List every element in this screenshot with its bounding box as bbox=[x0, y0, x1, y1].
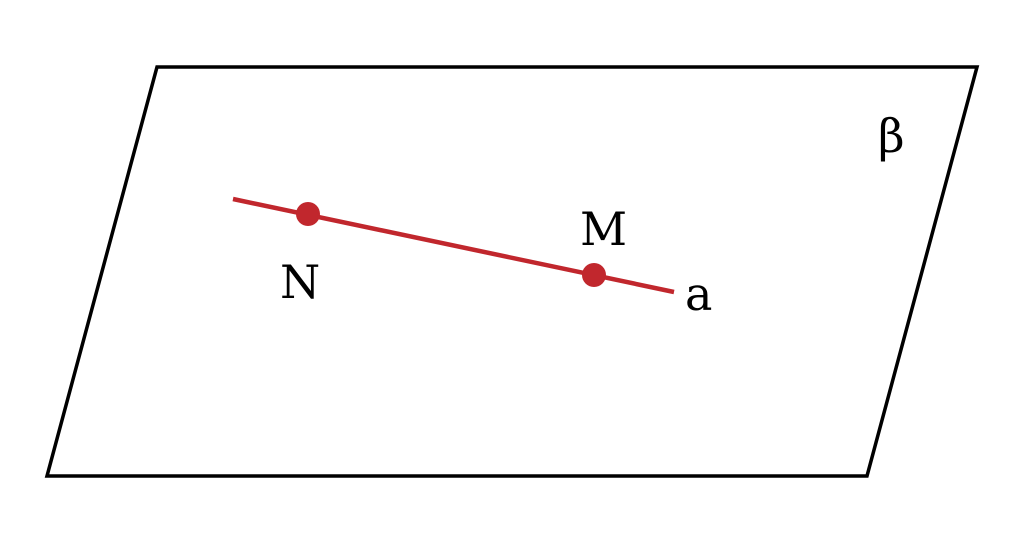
point-N bbox=[296, 202, 320, 226]
label-M: M bbox=[580, 202, 627, 256]
label-N: N bbox=[280, 255, 320, 309]
label-a: a bbox=[685, 267, 712, 321]
plane-beta bbox=[44, 65, 980, 478]
label-beta: β bbox=[878, 109, 905, 163]
point-M bbox=[582, 263, 606, 287]
